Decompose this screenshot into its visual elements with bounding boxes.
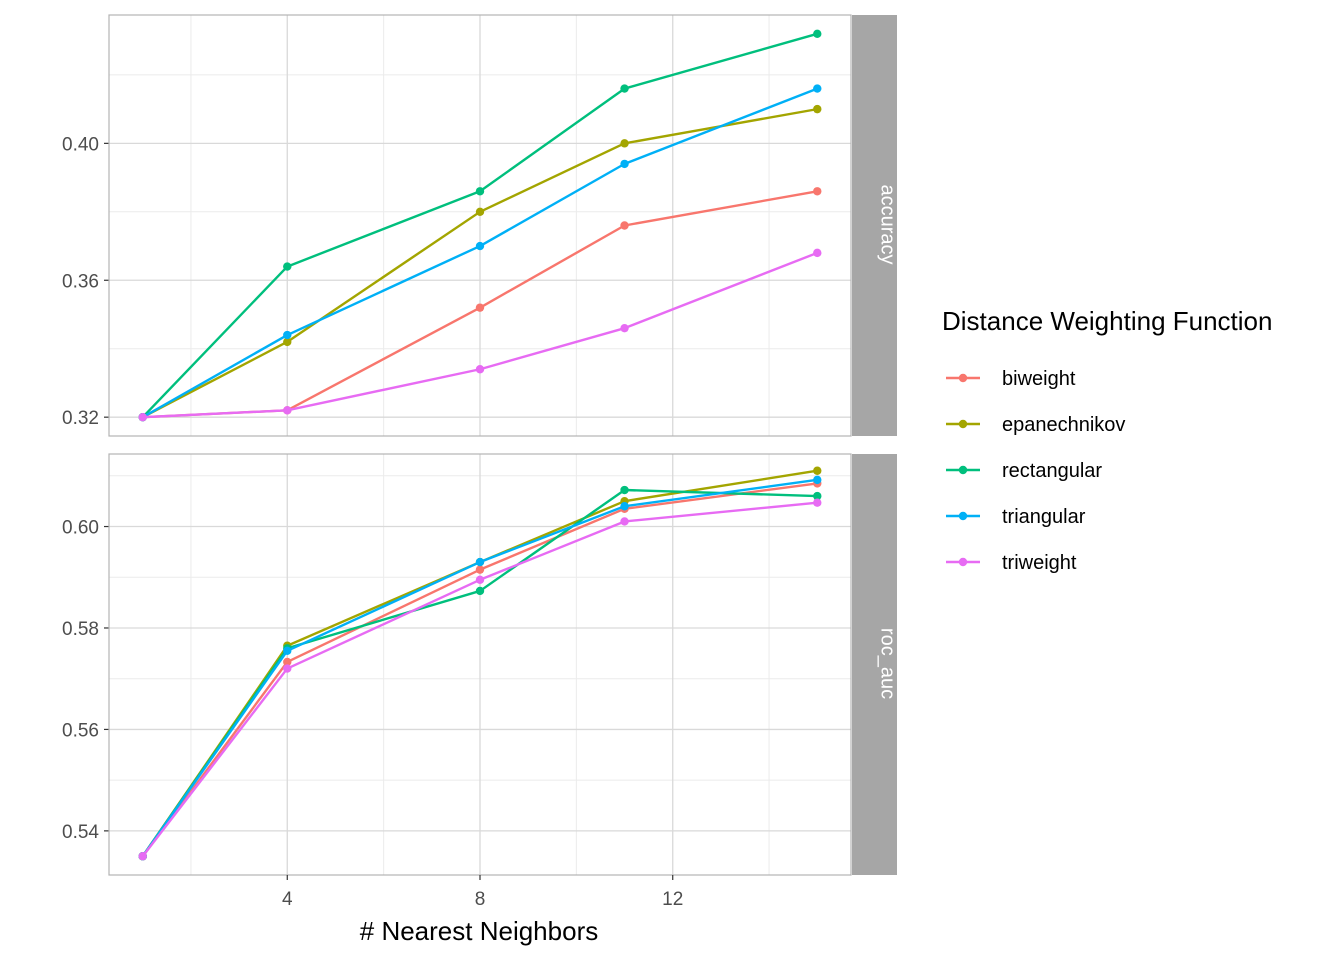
legend-key-point bbox=[958, 465, 968, 475]
legend-title: Distance Weighting Function bbox=[942, 306, 1272, 336]
y-tick-label: 0.56 bbox=[62, 720, 99, 741]
legend-item-biweight: biweight bbox=[946, 368, 1076, 390]
y-tick-label: 0.58 bbox=[62, 619, 99, 640]
data-point-rectangular bbox=[475, 187, 485, 196]
x-tick-label: 4 bbox=[282, 889, 293, 910]
data-point-triangular bbox=[283, 646, 292, 656]
data-point-rectangular bbox=[620, 485, 629, 495]
data-point-triweight bbox=[813, 498, 822, 507]
legend-key-point bbox=[958, 373, 968, 383]
data-point-triweight bbox=[475, 365, 485, 374]
facet-strip-label: accuracy bbox=[877, 184, 899, 264]
panel-accuracy: 0.32 0.36 0.40 accuracy bbox=[62, 14, 899, 437]
data-point-epanechnikov bbox=[813, 104, 822, 114]
data-point-triangular bbox=[475, 557, 485, 567]
facet-strip bbox=[852, 454, 897, 875]
legend-label: triangular bbox=[1002, 506, 1086, 528]
legend-key-point bbox=[958, 419, 968, 429]
legend: Distance Weighting Function biweight epane… bbox=[942, 306, 1272, 574]
data-point-biweight bbox=[283, 657, 292, 667]
data-point-rectangular bbox=[813, 491, 822, 501]
data-point-epanechnikov bbox=[813, 466, 822, 475]
y-tick-label: 0.60 bbox=[62, 518, 99, 539]
legend-item-epanechnikov: epanechnikov bbox=[946, 414, 1125, 436]
data-point-triangular bbox=[813, 84, 822, 93]
data-point-rectangular bbox=[475, 586, 485, 596]
legend-item-rectangular: rectangular bbox=[946, 460, 1102, 482]
x-axis-title: # Nearest Neighbors bbox=[360, 916, 598, 946]
legend-key-point bbox=[958, 511, 968, 521]
legend-key-point bbox=[958, 557, 968, 567]
data-point-triangular bbox=[620, 159, 629, 169]
data-point-triweight bbox=[620, 517, 629, 526]
facet-strip bbox=[852, 15, 897, 436]
legend-item-triangular: triangular bbox=[946, 506, 1086, 528]
data-point-triangular bbox=[620, 502, 629, 511]
data-point-triangular bbox=[283, 330, 292, 340]
y-tick-label: 0.54 bbox=[62, 822, 99, 843]
data-point-epanechnikov bbox=[475, 207, 485, 217]
data-point-biweight bbox=[620, 221, 629, 230]
data-point-triweight bbox=[138, 852, 147, 861]
data-point-epanechnikov bbox=[620, 139, 629, 148]
x-tick-label: 8 bbox=[475, 889, 486, 910]
data-point-triweight bbox=[813, 248, 822, 258]
panel-roc_auc: 0.54 0.56 0.58 0.60 roc_auc bbox=[62, 453, 899, 876]
panels: 0.32 0.36 0.40 accuracy 0.54 0.56 0.58 0.60 roc_… bbox=[62, 14, 899, 910]
data-point-triweight bbox=[138, 412, 147, 422]
panel-border bbox=[108, 14, 852, 437]
data-point-rectangular bbox=[283, 262, 292, 271]
data-point-epanechnikov bbox=[283, 337, 292, 347]
y-tick-label: 0.32 bbox=[62, 408, 99, 429]
facet-strip-label: roc_auc bbox=[877, 628, 899, 699]
x-axis: 4 8 12 bbox=[282, 875, 683, 910]
legend-label: biweight bbox=[1002, 368, 1076, 390]
data-point-biweight bbox=[475, 565, 485, 574]
data-point-triangular bbox=[475, 241, 485, 251]
data-point-triweight bbox=[283, 406, 292, 415]
data-point-triweight bbox=[620, 323, 629, 333]
data-point-rectangular bbox=[813, 29, 822, 39]
legend-label: triweight bbox=[1002, 552, 1077, 574]
data-point-triangular bbox=[813, 475, 822, 485]
data-point-biweight bbox=[813, 187, 822, 196]
data-point-triweight bbox=[283, 664, 292, 673]
data-point-triweight bbox=[475, 575, 485, 584]
data-point-biweight bbox=[475, 303, 485, 312]
legend-label: rectangular bbox=[1002, 460, 1102, 482]
y-tick-label: 0.36 bbox=[62, 271, 99, 292]
y-tick-label: 0.40 bbox=[62, 134, 99, 155]
data-point-rectangular bbox=[620, 84, 629, 93]
legend-label: epanechnikov bbox=[1002, 414, 1125, 436]
x-tick-label: 12 bbox=[662, 889, 683, 910]
legend-item-triweight: triweight bbox=[946, 552, 1077, 574]
